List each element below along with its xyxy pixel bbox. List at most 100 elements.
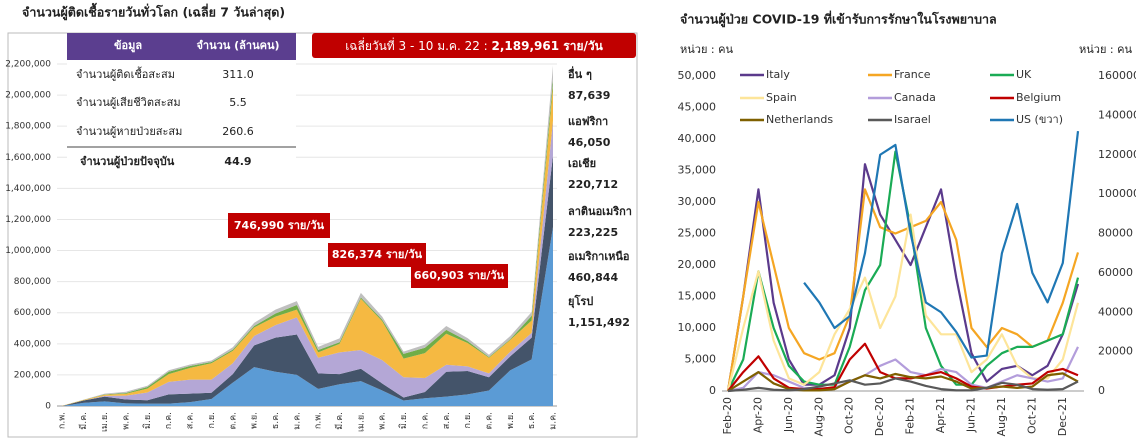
y-tick-label: 1,600,000 — [5, 153, 51, 163]
legend-label: Italy — [766, 68, 790, 81]
y2-tick-label: 0 — [1098, 384, 1105, 397]
series-label: อื่น ๆ — [568, 66, 592, 81]
y-tick-label: 15,000 — [678, 290, 717, 303]
y-tick-label: 1,200,000 — [5, 215, 51, 225]
x-tick-label: เม.ย. — [356, 412, 366, 432]
y-tick-label: 0 — [45, 402, 51, 412]
y-tick-label: 20,000 — [678, 258, 717, 271]
banner-bg — [312, 33, 636, 58]
series-value: 1,151,492 — [568, 316, 630, 329]
x-tick-label: ม.ค. — [292, 412, 302, 430]
series-label: ยุโรป — [568, 294, 593, 309]
x-tick-label: Oct-21 — [1025, 397, 1038, 434]
area — [62, 120, 553, 407]
y-tick-label: 40,000 — [678, 132, 717, 145]
y-tick-label: 1,000,000 — [5, 246, 51, 256]
table-cell: จำนวนผู้หายป่วยสะสม — [76, 125, 182, 138]
legend-label: Belgium — [1016, 91, 1061, 104]
x-tick-label: เม.ย. — [100, 412, 110, 432]
annotation: 746,990 ราย/วัน — [234, 219, 325, 232]
summary-table: ข้อมูล จำนวน (ล้านคน) จำนวนผู้ติดเชื้อสะ… — [67, 33, 296, 176]
table-cell: จำนวนผู้ติดเชื้อสะสม — [76, 66, 175, 81]
y-tick-label: 50,000 — [678, 69, 717, 82]
x-tick-label: พ.ย. — [250, 412, 260, 429]
y2-tick-label: 140000 — [1098, 108, 1136, 121]
legend-label: Netherlands — [766, 113, 833, 126]
x-tick-label: Oct-20 — [843, 397, 856, 434]
y-tick-label: 10,000 — [678, 321, 717, 334]
area — [62, 155, 553, 406]
y-tick-label: 45,000 — [678, 101, 717, 114]
table-cell: 260.6 — [222, 125, 254, 138]
table-cell: 44.9 — [224, 155, 251, 168]
y-tick-label: 5,000 — [685, 353, 717, 366]
line — [803, 130, 1080, 359]
series-label: ลาตินอเมริกา — [568, 205, 632, 218]
table-header: จำนวน (ล้านคน) — [196, 39, 279, 52]
x-tick-label: ส.ค. — [442, 412, 452, 429]
y2-tick-label: 120000 — [1098, 148, 1136, 161]
y-tick-label: 25,000 — [678, 227, 717, 240]
legend-label: Isarael — [894, 113, 931, 126]
left-title: จำนวนผู้ติดเชื้อรายวันทั่วโลก (เฉลี่ย 7 … — [22, 3, 285, 21]
x-tick-label: ก.ย. — [463, 412, 473, 428]
legend-label: US (ขวา) — [1016, 113, 1063, 126]
series-value: 46,050 — [568, 136, 611, 149]
y-tick-label: 1,800,000 — [5, 122, 51, 132]
annotation: 660,903 ราย/วัน — [414, 269, 505, 282]
y-tick-label: 1,400,000 — [5, 184, 51, 194]
y-tick-label: 200,000 — [14, 370, 51, 380]
x-tick-label: ก.พ. — [58, 412, 68, 429]
y-tick-label: 2,000,000 — [5, 91, 51, 101]
line — [727, 377, 1079, 393]
x-tick-label: ก.พ. — [314, 412, 324, 429]
annotation-box — [228, 213, 330, 238]
y2-unit: หน่วย : คน — [1079, 43, 1132, 56]
x-tick-label: มี.ค. — [334, 412, 345, 430]
y-tick-label: 30,000 — [678, 195, 717, 208]
banner: เฉลี่ยวันที่ 3 - 10 ม.ค. 22 : 2,189,961 … — [345, 37, 603, 53]
y2-tick-label: 100000 — [1098, 187, 1136, 200]
series-value: 220,712 — [568, 178, 618, 191]
x-tick-label: Aug-20 — [812, 397, 825, 436]
legend-label: Canada — [894, 91, 936, 104]
table-header-bg — [67, 33, 296, 60]
y-tick-label: 600,000 — [14, 308, 51, 318]
y2-tick-label: 80000 — [1098, 227, 1133, 240]
series-value: 87,639 — [568, 89, 610, 102]
x-tick-label: พ.ค. — [122, 412, 132, 430]
x-tick-label: Feb-20 — [721, 397, 734, 434]
legend-label: UK — [1016, 68, 1032, 81]
table-body-bg — [67, 60, 296, 176]
x-tick-label: มิ.ย. — [142, 412, 153, 429]
line — [726, 213, 1080, 392]
x-tick-label: ต.ค. — [228, 412, 238, 430]
x-tick-label: Jun-20 — [782, 397, 795, 433]
x-tick-label: พ.ย. — [506, 412, 516, 429]
x-tick-label: พ.ค. — [378, 412, 388, 430]
annotation-box — [328, 243, 426, 267]
area — [62, 226, 553, 406]
x-tick-label: ม.ค. — [549, 412, 559, 430]
banner-text: เฉลี่ยวันที่ 3 - 10 ม.ค. 22 : — [345, 37, 491, 53]
table-header: ข้อมูล — [114, 39, 142, 53]
x-tick-label: Apr-21 — [934, 397, 947, 433]
banner-highlight: 2,189,961 ราย/วัน — [492, 39, 604, 53]
x-tick-label: Jun-21 — [964, 397, 977, 433]
legend-label: Spain — [766, 91, 797, 104]
x-tick-label: Apr-20 — [751, 397, 764, 433]
series-label: เอเชีย — [568, 157, 596, 170]
x-tick-label: ก.ย. — [207, 412, 217, 428]
x-tick-label: มี.ค. — [78, 412, 89, 430]
annotation-box — [411, 264, 508, 288]
x-tick-label: ก.ค. — [164, 412, 174, 429]
table-cell: 311.0 — [222, 68, 254, 81]
y-tick-label: 35,000 — [678, 164, 717, 177]
y-tick-label: 800,000 — [14, 277, 51, 287]
table-cell: จำนวนผู้ป่วยปัจจุบัน — [80, 155, 175, 169]
table-cell: 5.5 — [229, 96, 247, 109]
y2-tick-label: 60000 — [1098, 266, 1133, 279]
x-tick-label: Dec-21 — [1056, 397, 1069, 436]
y-tick-label: 2,200,000 — [5, 60, 51, 70]
